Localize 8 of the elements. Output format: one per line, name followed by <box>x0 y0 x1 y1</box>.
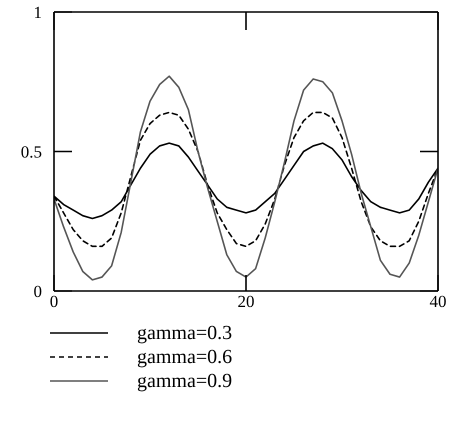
legend-label: gamma=0.3 <box>137 322 232 344</box>
y-tick-label: 0.5 <box>20 142 42 162</box>
legend-label: gamma=0.6 <box>137 346 232 368</box>
x-tick-label: 20 <box>238 292 254 312</box>
x-tick-label: 0 <box>50 292 58 312</box>
x-tick-label: 40 <box>430 292 446 312</box>
y-tick-label: 1 <box>34 2 42 22</box>
legend-label: gamma=0.9 <box>137 370 232 392</box>
